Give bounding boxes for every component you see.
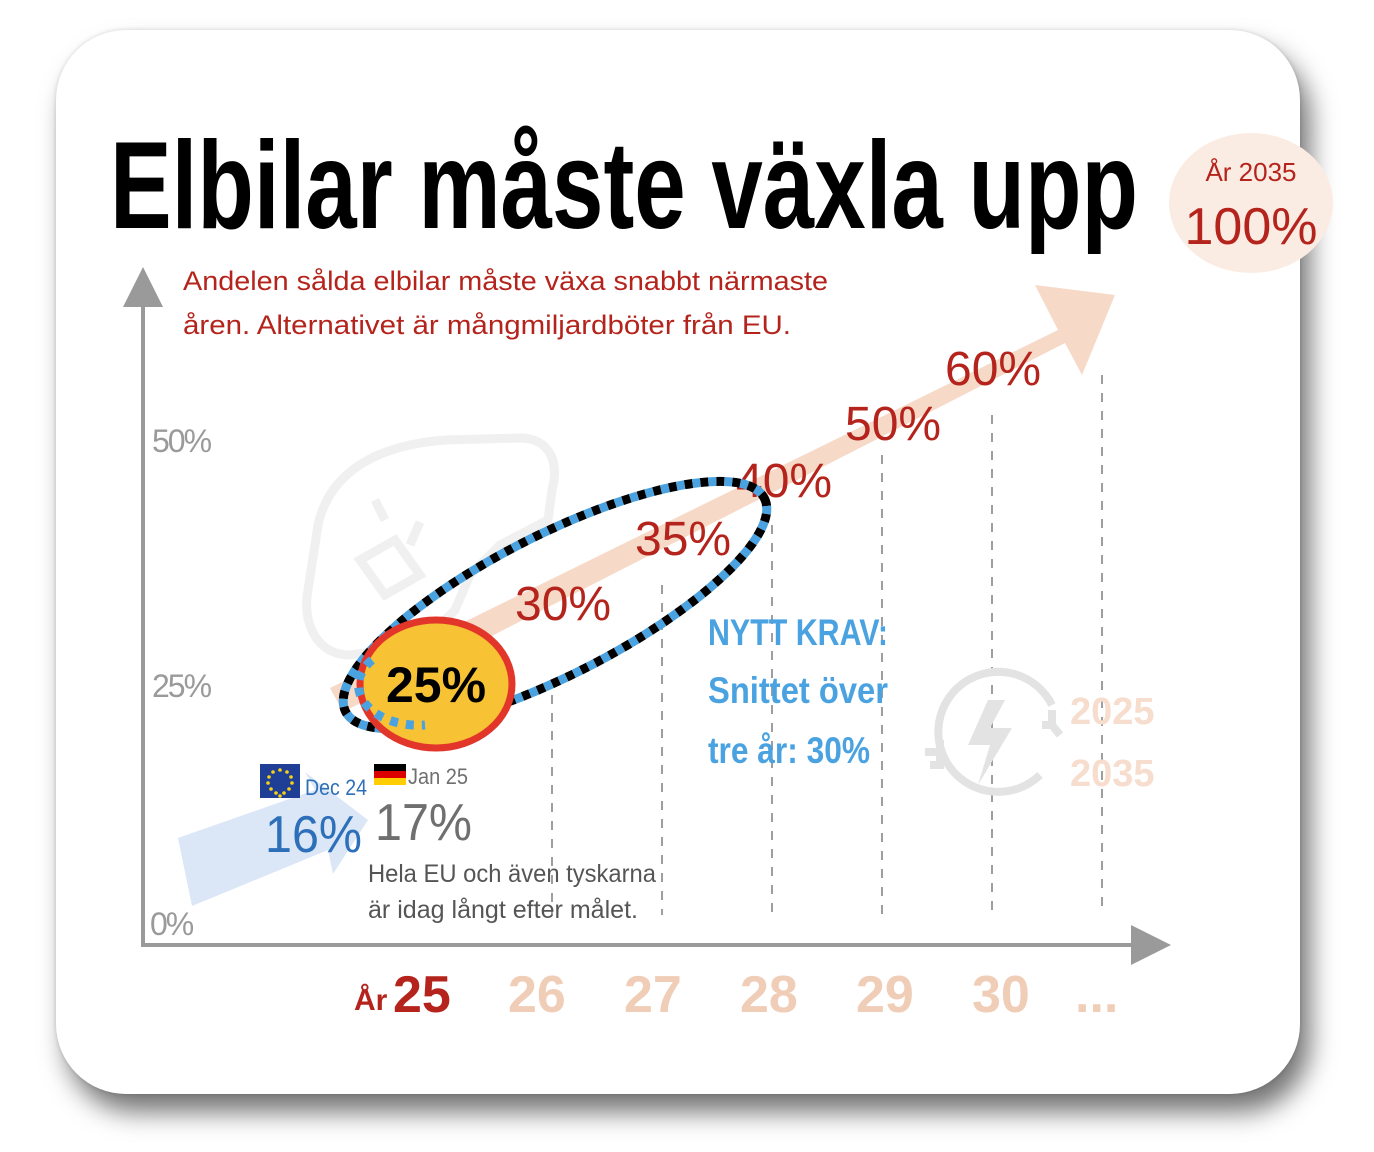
- requirement-line: NYTT KRAV:: [708, 612, 888, 653]
- data-label: 50%: [845, 398, 941, 451]
- badge-2035-value: 100%: [1185, 198, 1318, 256]
- subtitle-line-2: åren. Alternativet är mångmiljardböter f…: [183, 310, 791, 340]
- eu-label: Dec 24: [305, 775, 367, 800]
- y-tick-label: 25%: [152, 668, 212, 704]
- x-tick-label: 25: [393, 966, 451, 1024]
- x-prefix: År: [354, 984, 388, 1017]
- data-label: 30%: [515, 578, 611, 631]
- y-tick-label: 50%: [152, 423, 212, 459]
- x-tick-label: 28: [740, 966, 798, 1024]
- plug-watermark-icon: [302, 433, 559, 660]
- target-arrow: [330, 285, 1115, 712]
- ev-charging-icon: [925, 667, 1064, 796]
- x-tick-label: ...: [1075, 966, 1118, 1024]
- x-tick-label: 27: [624, 966, 682, 1024]
- data-label: 60%: [945, 343, 1041, 396]
- data-label: 40%: [736, 455, 832, 508]
- requirement-ellipse: [338, 476, 772, 734]
- badge-2035-label: År 2035: [1205, 157, 1296, 187]
- data-label: 25%: [386, 657, 486, 713]
- data-label: 35%: [635, 513, 731, 566]
- eu-flag-icon: [260, 764, 300, 798]
- period-start: 2025: [1070, 691, 1155, 733]
- period-end: 2035: [1070, 753, 1155, 795]
- subtitle-line-1: Andelen sålda elbilar måste växa snabbt …: [183, 266, 828, 296]
- de-label: Jan 25: [408, 764, 468, 789]
- y-tick-label: 0%: [150, 906, 194, 942]
- x-tick-label: 26: [508, 966, 566, 1024]
- badge-2035: År 2035 100%: [1169, 133, 1333, 273]
- note-line: är idag långt efter målet.: [368, 896, 638, 924]
- target-labels: 30% 35% 40% 50% 60%: [515, 343, 1041, 631]
- x-tick-label: 30: [972, 966, 1030, 1024]
- highlight-25: 25%: [356, 616, 516, 752]
- requirement-line: tre år: 30%: [708, 730, 870, 771]
- current-arrow: [178, 772, 368, 906]
- requirement-line: Snittet över: [708, 670, 888, 711]
- note-line: Hela EU och även tyskarna: [368, 860, 656, 888]
- eu-value: 16%: [265, 806, 362, 864]
- x-tick-label: 29: [856, 966, 914, 1024]
- de-value: 17%: [375, 794, 472, 852]
- chart-title: Elbilar måste växla upp: [110, 117, 1138, 255]
- card: [56, 30, 1300, 1094]
- grid-lines: [551, 375, 1103, 915]
- german-flag-icon: [374, 764, 406, 785]
